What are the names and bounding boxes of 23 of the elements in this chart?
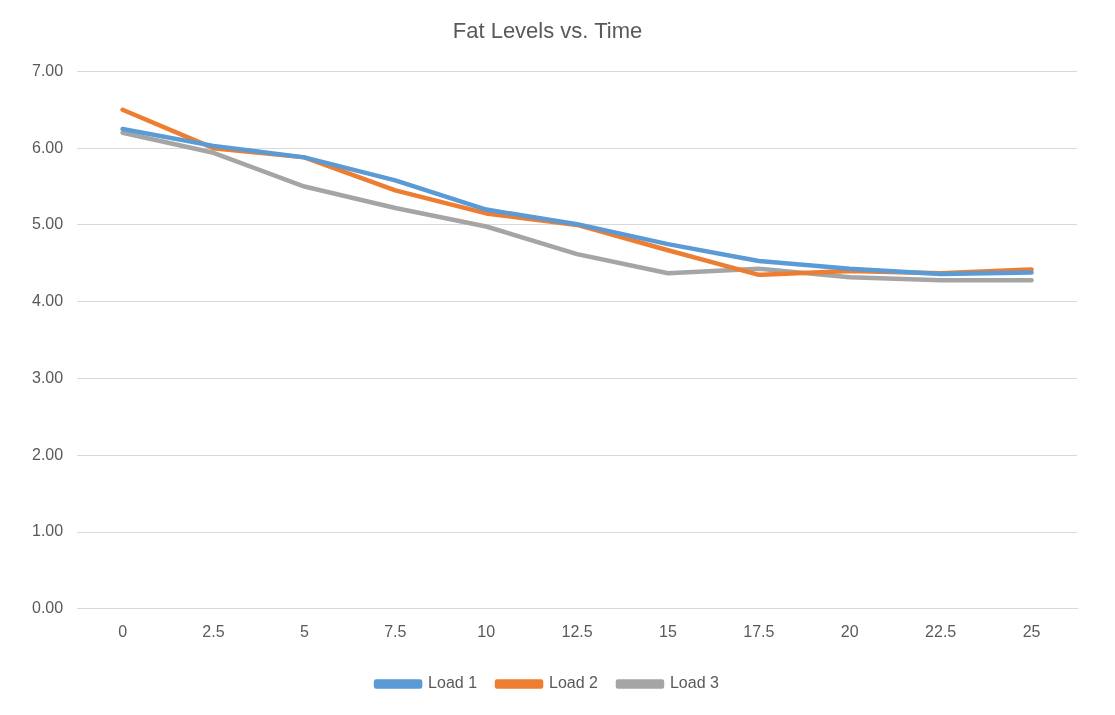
y-tick-label: 4.00 [32,292,64,310]
y-tick-label: 0.00 [32,599,64,617]
x-tick-label: 2.5 [202,622,225,640]
x-tick-label: 12.5 [561,622,593,640]
y-tick-label: 6.00 [32,138,64,156]
y-tick-label: 7.00 [32,61,64,79]
x-tick-label: 22.5 [925,622,957,640]
x-tick-label: 17.5 [743,622,775,640]
legend-label: Load 3 [669,674,720,692]
y-tick-label: 5.00 [32,215,64,233]
x-tick-label: 15 [659,622,677,640]
legend-label: Load 1 [428,674,478,692]
x-tick-label: 5 [299,622,309,640]
x-tick-label: 7.5 [384,622,407,640]
chart-title: Fat Levels vs. Time [452,18,643,44]
legend-label: Load 2 [549,674,599,692]
x-tick-label: 10 [477,622,496,640]
x-tick-label: 25 [1022,622,1041,640]
x-tick-label: 0 [118,622,128,640]
y-tick-label: 3.00 [32,368,64,386]
y-tick-label: 2.00 [32,445,64,463]
y-tick-label: 1.00 [32,522,64,540]
x-tick-label: 20 [840,622,859,640]
